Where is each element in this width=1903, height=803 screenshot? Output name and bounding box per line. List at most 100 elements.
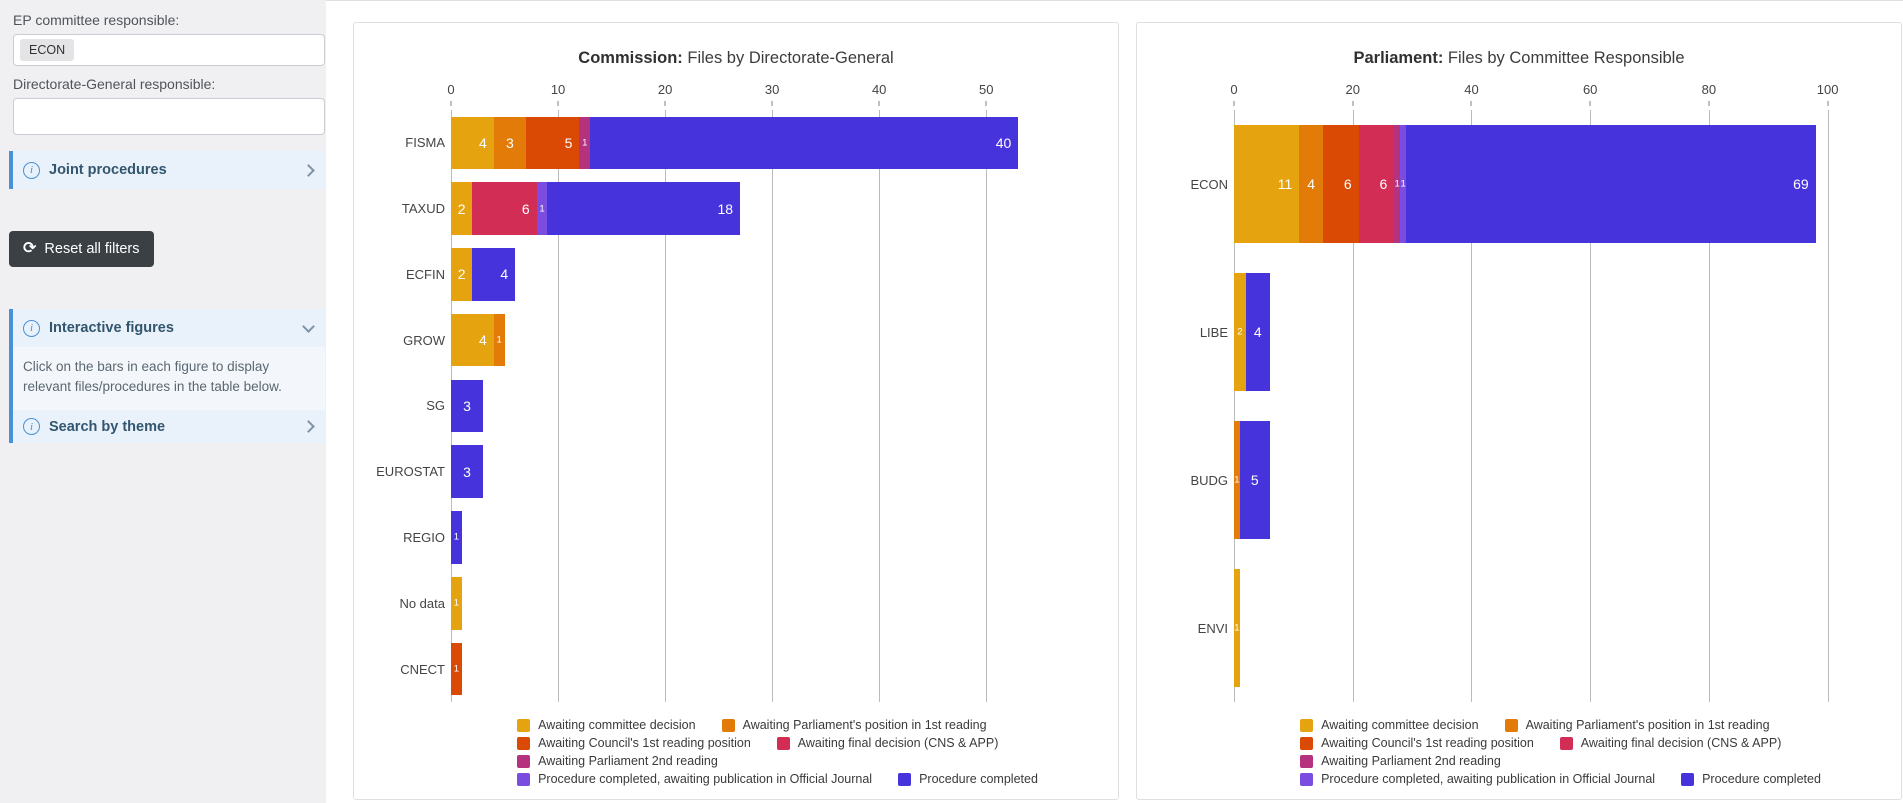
x-tick-mark [1589,101,1591,106]
ep-committee-input[interactable]: ECON [13,34,325,66]
bar-row: TAXUD 2 6 1 18 [354,176,1118,242]
bar-segment[interactable]: 4 [451,313,494,367]
bar-segment[interactable]: 1 [451,576,462,630]
bar-value-label: 5 [1250,471,1259,488]
bar-segment[interactable]: 6 [1323,124,1359,244]
legend-item[interactable]: Awaiting Parliament 2nd reading [1300,754,1501,768]
bar-segment[interactable]: 1 [1234,568,1240,688]
bar-segment[interactable]: 6 [472,182,537,235]
gridline [879,110,881,702]
category-label: FISMA [405,135,445,151]
legend-item[interactable]: Awaiting final decision (CNS & APP) [776,736,999,750]
x-tick-label: 80 [1701,82,1717,97]
bar-value-label: 5 [564,134,573,151]
legend-item[interactable]: Awaiting final decision (CNS & APP) [1559,736,1781,750]
bar-segment[interactable]: 1 [1394,124,1401,244]
legend-row: Procedure completed, awaiting publicatio… [517,772,1038,786]
ep-committee-label: EP committee responsible: [13,12,180,28]
category-label: ECON [1190,176,1228,192]
legend-label: Awaiting final decision (CNS & APP) [797,736,999,750]
legend-item[interactable]: Awaiting Council's 1st reading position [1300,736,1534,750]
x-tick-label: 0 [447,82,455,97]
dg-label: Directorate-General responsible: [13,76,216,92]
charts-area: Commission: Files by Directorate-General… [326,0,1903,803]
bar-track: 4 3 5 1 40 [451,110,1104,176]
bar-value-label: 6 [1379,175,1388,192]
bar-segment[interactable]: 6 [1358,124,1395,244]
reset-button-label: Reset all filters [44,241,140,257]
legend-swatch [1300,718,1314,732]
interactive-figures-header[interactable]: i Interactive figures [13,309,325,347]
bar-segment[interactable]: 1 [451,642,462,696]
legend-item[interactable]: Awaiting Parliament's position in 1st re… [721,718,987,732]
bar-row: ECFIN 2 4 [354,242,1118,308]
bar-segment[interactable]: 11 [1234,124,1300,244]
bar-track: 11 4 6 6 1 1 69 [1234,110,1887,258]
bar-segment[interactable]: 4 [451,116,494,170]
legend-item[interactable]: Procedure completed [1681,772,1821,786]
bar-value-label: 69 [1793,175,1809,192]
legend-item[interactable]: Awaiting Council's 1st reading position [517,736,751,750]
bar-value-label: 1 [539,203,545,215]
bar-segment[interactable]: 3 [451,445,484,499]
legend-item[interactable]: Procedure completed, awaiting publicatio… [1300,772,1655,786]
bar-segment[interactable]: 1 [493,313,505,367]
filter-sidebar: EP committee responsible: ECON Directora… [0,0,326,803]
x-tick-label: 40 [1464,82,1479,97]
bar-segment[interactable]: 5 [525,116,580,170]
bar-segment[interactable]: 5 [1239,420,1270,540]
bar-segment[interactable]: 1 [579,116,591,170]
bar-segment[interactable]: 3 [451,379,484,433]
bar-segment[interactable]: 40 [590,116,1019,170]
legend-item[interactable]: Awaiting Parliament 2nd reading [517,754,718,768]
category-label: REGIO [403,529,445,545]
x-tick-label: 40 [871,82,887,97]
x-tick-label: 0 [1230,82,1238,97]
bar-segment[interactable]: 1 [451,511,462,564]
bar-track: 1 [1234,554,1887,702]
bar-value-label: 4 [1307,175,1316,192]
bar-segment[interactable]: 1 [1234,420,1240,540]
legend-item[interactable]: Procedure completed [898,772,1038,786]
bar-segment[interactable]: 4 [1299,124,1324,244]
legend-swatch [1681,772,1695,786]
bar-track: 1 [451,636,1104,702]
bar-track: 1 [451,570,1104,636]
bar-segment[interactable]: 18 [547,182,741,235]
legend-label: Awaiting committee decision [538,718,696,732]
bar-segment[interactable]: 69 [1406,124,1816,244]
legend-label: Procedure completed, awaiting publicatio… [1321,772,1656,786]
bar-segment[interactable]: 4 [1245,272,1270,392]
chevron-down-icon [302,319,315,333]
reset-all-filters-button[interactable]: ⟳ Reset all filters [9,231,154,267]
bar-segment[interactable]: 1 [1400,124,1407,244]
ep-committee-chip[interactable]: ECON [20,39,75,61]
bar-value-label: 1 [496,334,502,346]
bar-segment[interactable]: 2 [451,248,473,301]
x-tick-mark [1827,101,1829,106]
category-label: GROW [403,332,445,348]
bar-segment[interactable]: 2 [1234,272,1246,392]
bar-value-label: 6 [1343,175,1352,192]
bar-segment[interactable]: 1 [536,182,548,235]
legend-row: Awaiting Council's 1st reading position A… [1300,736,1781,750]
legend-item[interactable]: Awaiting committee decision [517,718,696,732]
bar-segment[interactable]: 2 [451,182,473,235]
interactive-figures-title: Interactive figures [49,320,174,336]
dg-input[interactable] [13,98,325,135]
parliament-chart-panel: Parliament: Files by Committee Responsib… [1136,22,1902,800]
legend-row: Awaiting committee decision Awaiting Parl… [517,718,987,732]
category-label: ENVI [1197,620,1228,636]
search-by-theme-header[interactable]: i Search by theme [13,410,325,443]
bar-segment[interactable]: 3 [493,116,526,170]
joint-procedures-header[interactable]: i Joint procedures [13,151,325,189]
gridline [1590,110,1592,702]
category-label: No data [399,595,445,611]
bar-segment[interactable]: 4 [472,248,516,301]
legend-item[interactable]: Procedure completed, awaiting publicatio… [517,772,872,786]
bar-row: No data 1 [354,570,1118,636]
legend-item[interactable]: Awaiting Parliament's position in 1st re… [1504,718,1770,732]
legend-item[interactable]: Awaiting committee decision [1300,718,1479,732]
